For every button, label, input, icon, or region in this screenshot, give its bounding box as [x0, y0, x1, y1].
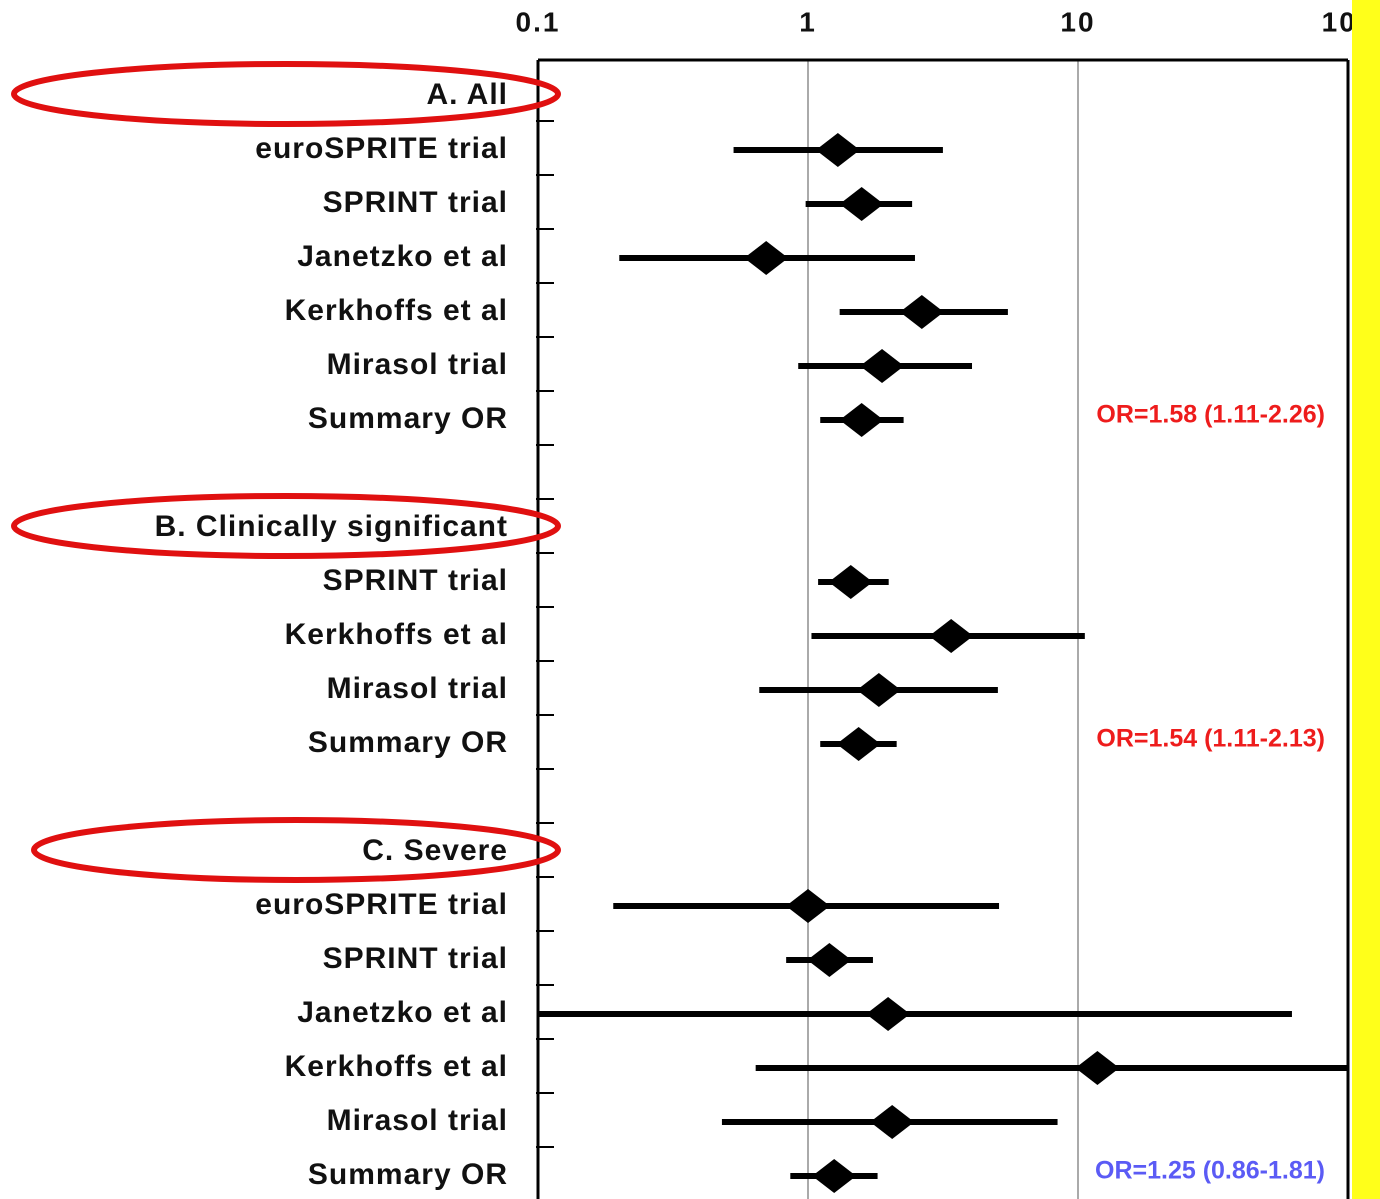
- side-strip: [1352, 0, 1380, 1199]
- point-estimate: [812, 1159, 857, 1193]
- point-estimate: [839, 403, 884, 437]
- row-label: Mirasol trial: [327, 672, 508, 705]
- row-label: B. Clinically significant: [155, 510, 508, 543]
- row-label: Summary OR: [308, 1158, 508, 1191]
- point-estimate: [828, 565, 873, 599]
- point-estimate: [860, 349, 905, 383]
- row-label: Janetzko et al: [297, 996, 508, 1029]
- row-label: Kerkhoffs et al: [285, 618, 508, 651]
- highlight-ellipse: [11, 493, 561, 559]
- row-label: Janetzko et al: [297, 240, 508, 273]
- row-label: euroSPRITE trial: [255, 132, 508, 165]
- row-label: Kerkhoffs et al: [285, 294, 508, 327]
- row-label: SPRINT trial: [323, 564, 508, 597]
- annotation: OR=1.25 (0.86-1.81): [1095, 1157, 1325, 1185]
- row-label: SPRINT trial: [323, 942, 508, 975]
- row-label: Mirasol trial: [327, 348, 508, 381]
- point-estimate: [899, 295, 944, 329]
- point-estimate: [856, 673, 901, 707]
- point-estimate: [786, 889, 830, 923]
- row-label: C. Severe: [362, 834, 508, 867]
- x-tick-label: 1: [799, 6, 817, 37]
- row-label: SPRINT trial: [323, 186, 508, 219]
- x-tick-label: 0.1: [516, 6, 561, 37]
- row-label: Mirasol trial: [327, 1104, 508, 1137]
- x-tick-label: 10: [1060, 6, 1095, 37]
- point-estimate: [744, 241, 789, 275]
- point-estimate: [815, 133, 860, 167]
- highlight-ellipse: [31, 817, 561, 883]
- annotation: OR=1.58 (1.11-2.26): [1096, 401, 1325, 429]
- point-estimate: [839, 187, 884, 221]
- row-label: A. All: [426, 78, 508, 111]
- row-label: Summary OR: [308, 402, 508, 435]
- point-estimate: [929, 619, 974, 653]
- point-estimate: [807, 943, 852, 977]
- point-estimate: [1075, 1051, 1120, 1085]
- row-label: Kerkhoffs et al: [285, 1050, 508, 1083]
- row-label: euroSPRITE trial: [255, 888, 508, 921]
- annotation: OR=1.54 (1.11-2.13): [1096, 725, 1325, 753]
- highlight-ellipse: [11, 61, 561, 127]
- point-estimate: [836, 727, 881, 761]
- row-label: Summary OR: [308, 726, 508, 759]
- point-estimate: [870, 1105, 915, 1139]
- point-estimate: [866, 997, 911, 1031]
